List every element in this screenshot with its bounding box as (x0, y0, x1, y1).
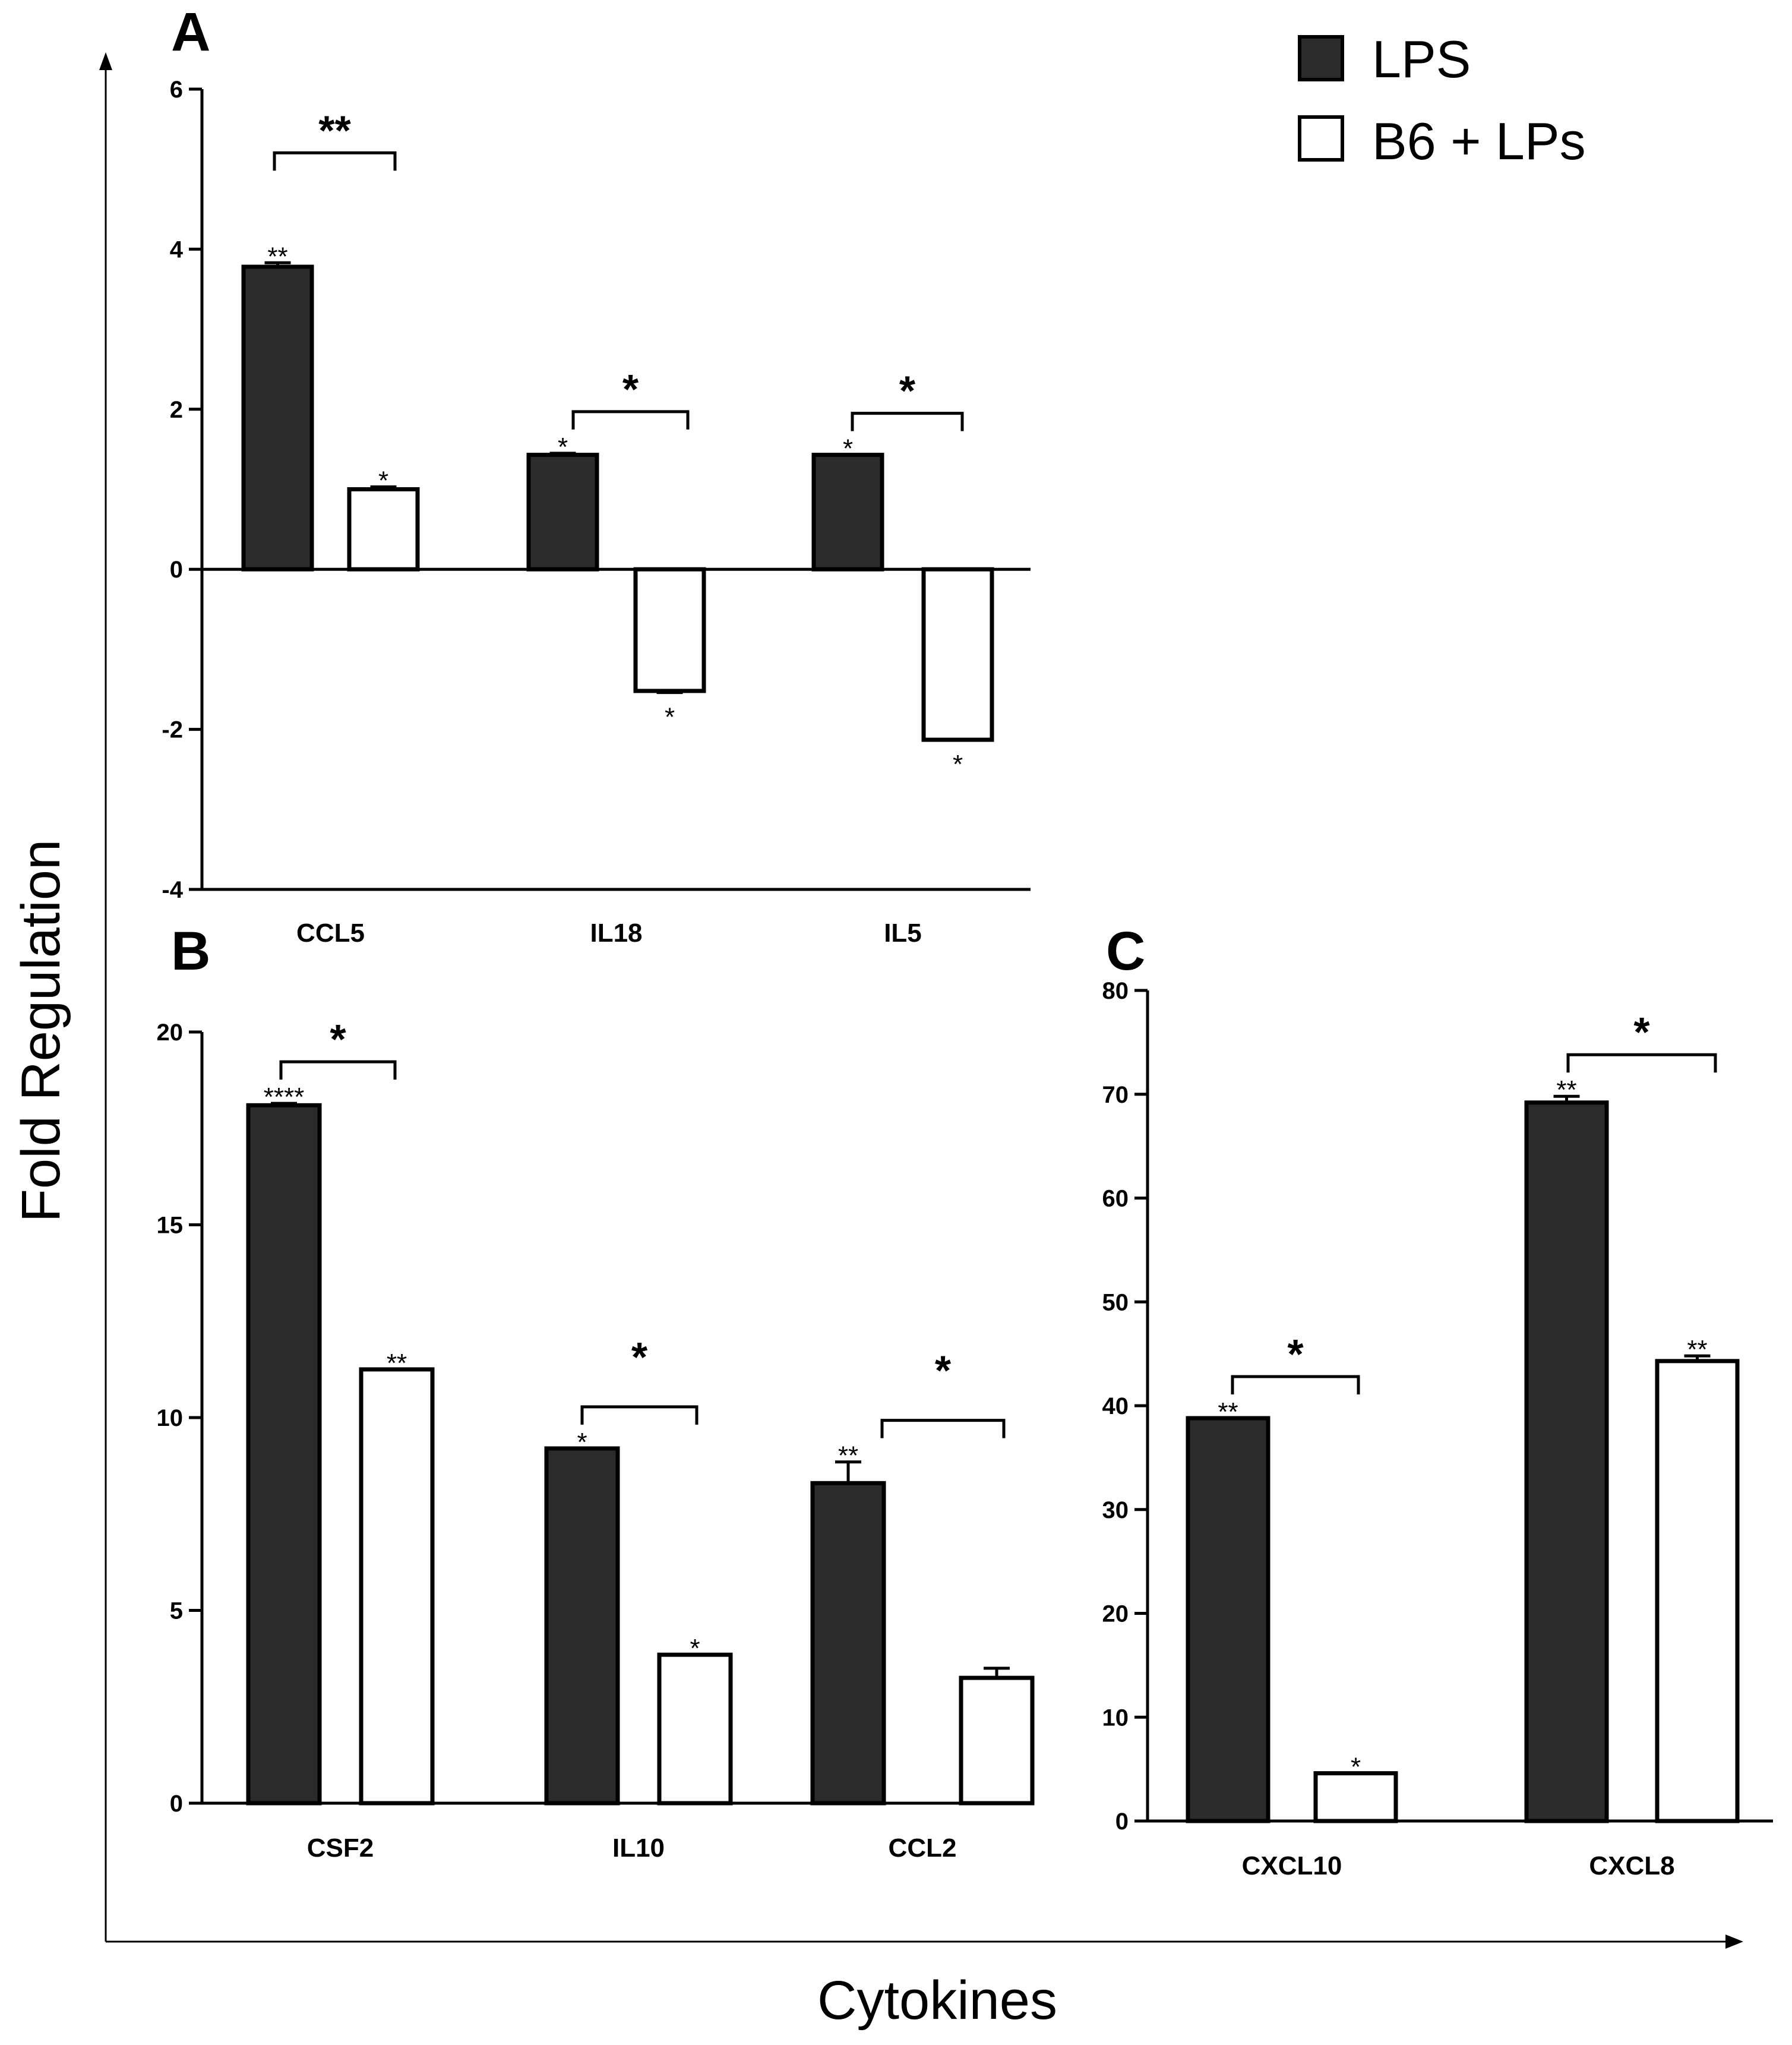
panel-c-y-tick-label: 10 (1102, 1705, 1129, 1731)
panel-a-y-tick-label: 2 (170, 397, 183, 423)
legend: LPS B6 + LPs (1298, 30, 1586, 171)
panel-a-y-tick-label: -2 (162, 717, 183, 743)
legend-swatch-b6 (1298, 115, 1344, 162)
category-label-cxcl8: CXCL8 (1589, 1851, 1674, 1880)
bar-ccl2-lps (810, 1481, 886, 1806)
category-label-il10: IL10 (612, 1833, 665, 1863)
significance-cxcl10-b6-lps: * (1351, 1753, 1361, 1782)
comparison-significance-il18: * (622, 366, 639, 412)
outer-y-arrowhead (99, 52, 112, 70)
legend-label-lps: LPS (1372, 30, 1471, 89)
bar-cxcl8-b6-lps (1655, 1359, 1740, 1823)
category-label-csf2: CSF2 (307, 1833, 374, 1863)
comparison-bracket-ccl2 (880, 1419, 1006, 1438)
comparison-significance-csf2: * (330, 1016, 346, 1062)
comparison-bracket-il5 (851, 412, 964, 431)
comparison-significance-il10: * (631, 1334, 648, 1380)
bar-il18-b6-lps (633, 567, 706, 693)
panel-a-y-tick-label: -4 (162, 877, 183, 903)
panel-c-y-tick-label: 30 (1102, 1497, 1129, 1523)
significance-cxcl10-lps: ** (1218, 1397, 1238, 1427)
comparison-bracket-ccl5 (273, 151, 397, 171)
panel-b-y-tick-label: 20 (157, 1020, 184, 1046)
significance-il5-b6-lps: * (953, 750, 963, 779)
panel-b-y-tick-label: 15 (157, 1213, 184, 1239)
category-label-cxcl10: CXCL10 (1242, 1851, 1342, 1880)
panel-letter-a: A (171, 2, 210, 62)
significance-il10-lps: * (577, 1428, 587, 1457)
comparison-bracket-cxcl10 (1231, 1375, 1360, 1394)
comparison-bracket-cxcl8 (1566, 1053, 1717, 1073)
comparison-significance-cxcl10: * (1287, 1331, 1304, 1377)
panel-c-y-tick-label: 40 (1102, 1393, 1129, 1419)
significance-il10-b6-lps: * (690, 1634, 700, 1663)
panel-letter-b: B (171, 921, 210, 982)
panel-b-y-tick-label: 10 (157, 1405, 184, 1431)
bar-ccl5-lps (241, 264, 314, 572)
comparison-significance-ccl5: ** (318, 107, 351, 153)
panel-b-y-tick-label: 0 (170, 1791, 183, 1817)
significance-il18-b6-lps: * (665, 703, 675, 732)
comparison-significance-ccl2: * (935, 1347, 952, 1394)
panel-a-y-tick-label: 6 (170, 77, 183, 103)
bar-csf2-b6-lps (359, 1367, 435, 1806)
significance-cxcl8-lps: ** (1556, 1075, 1576, 1104)
panel-c-y-tick-label: 0 (1115, 1809, 1129, 1835)
category-label-ccl2: CCL2 (889, 1833, 957, 1863)
panel-c-y-tick-label: 70 (1102, 1082, 1129, 1108)
panel-letter-c: C (1106, 921, 1145, 982)
significance-ccl5-lps: ** (267, 242, 287, 271)
bar-ccl2-b6-lps (959, 1675, 1035, 1806)
comparison-bracket-il18 (571, 410, 690, 430)
category-label-il5: IL5 (884, 919, 922, 948)
legend-label-b6: B6 + LPs (1372, 112, 1586, 171)
panel-c-y-tick-label: 20 (1102, 1601, 1129, 1627)
x-axis-title: Cytokines (817, 1970, 1057, 2031)
panel-c-y-tick-label: 80 (1102, 978, 1129, 1004)
significance-cxcl8-b6-lps: ** (1687, 1335, 1707, 1364)
bar-cxcl8-lps (1524, 1100, 1609, 1823)
bar-il10-b6-lps (657, 1652, 733, 1806)
bar-il18-lps (526, 453, 599, 572)
comparison-significance-il5: * (899, 368, 916, 414)
category-label-ccl5: CCL5 (296, 919, 365, 948)
significance-csf2-b6-lps: ** (387, 1349, 407, 1378)
legend-swatch-lps (1298, 35, 1344, 81)
comparison-bracket-il10 (580, 1405, 699, 1425)
outer-x-arrowhead (1725, 1934, 1743, 1949)
bar-il10-lps (544, 1446, 620, 1806)
significance-il18-lps: * (558, 433, 568, 462)
panel-a-y-tick-label: 4 (170, 236, 184, 263)
panel-c-y-tick-label: 50 (1102, 1289, 1129, 1315)
significance-ccl2-lps: ** (838, 1441, 858, 1470)
y-axis-title: Fold Regulation (11, 840, 71, 1222)
significance-il5-lps: * (843, 434, 853, 463)
bar-csf2-lps (246, 1103, 322, 1806)
bar-il5-b6-lps (921, 567, 994, 742)
panel-c-y-tick-label: 60 (1102, 1186, 1129, 1212)
significance-csf2-lps: **** (264, 1083, 305, 1112)
panel-b-y-tick-label: 5 (170, 1598, 183, 1624)
comparison-significance-cxcl8: * (1633, 1009, 1650, 1055)
bar-cxcl10-b6-lps (1313, 1771, 1398, 1823)
bar-ccl5-b6-lps (347, 487, 420, 572)
outer-axes (99, 52, 1743, 1949)
panel-a-y-tick-label: 0 (170, 557, 183, 583)
bar-il5-lps (811, 453, 884, 572)
category-label-il18: IL18 (590, 919, 642, 948)
significance-ccl5-b6-lps: * (378, 466, 388, 495)
bar-cxcl10-lps (1186, 1416, 1270, 1823)
comparison-bracket-csf2 (279, 1060, 397, 1080)
